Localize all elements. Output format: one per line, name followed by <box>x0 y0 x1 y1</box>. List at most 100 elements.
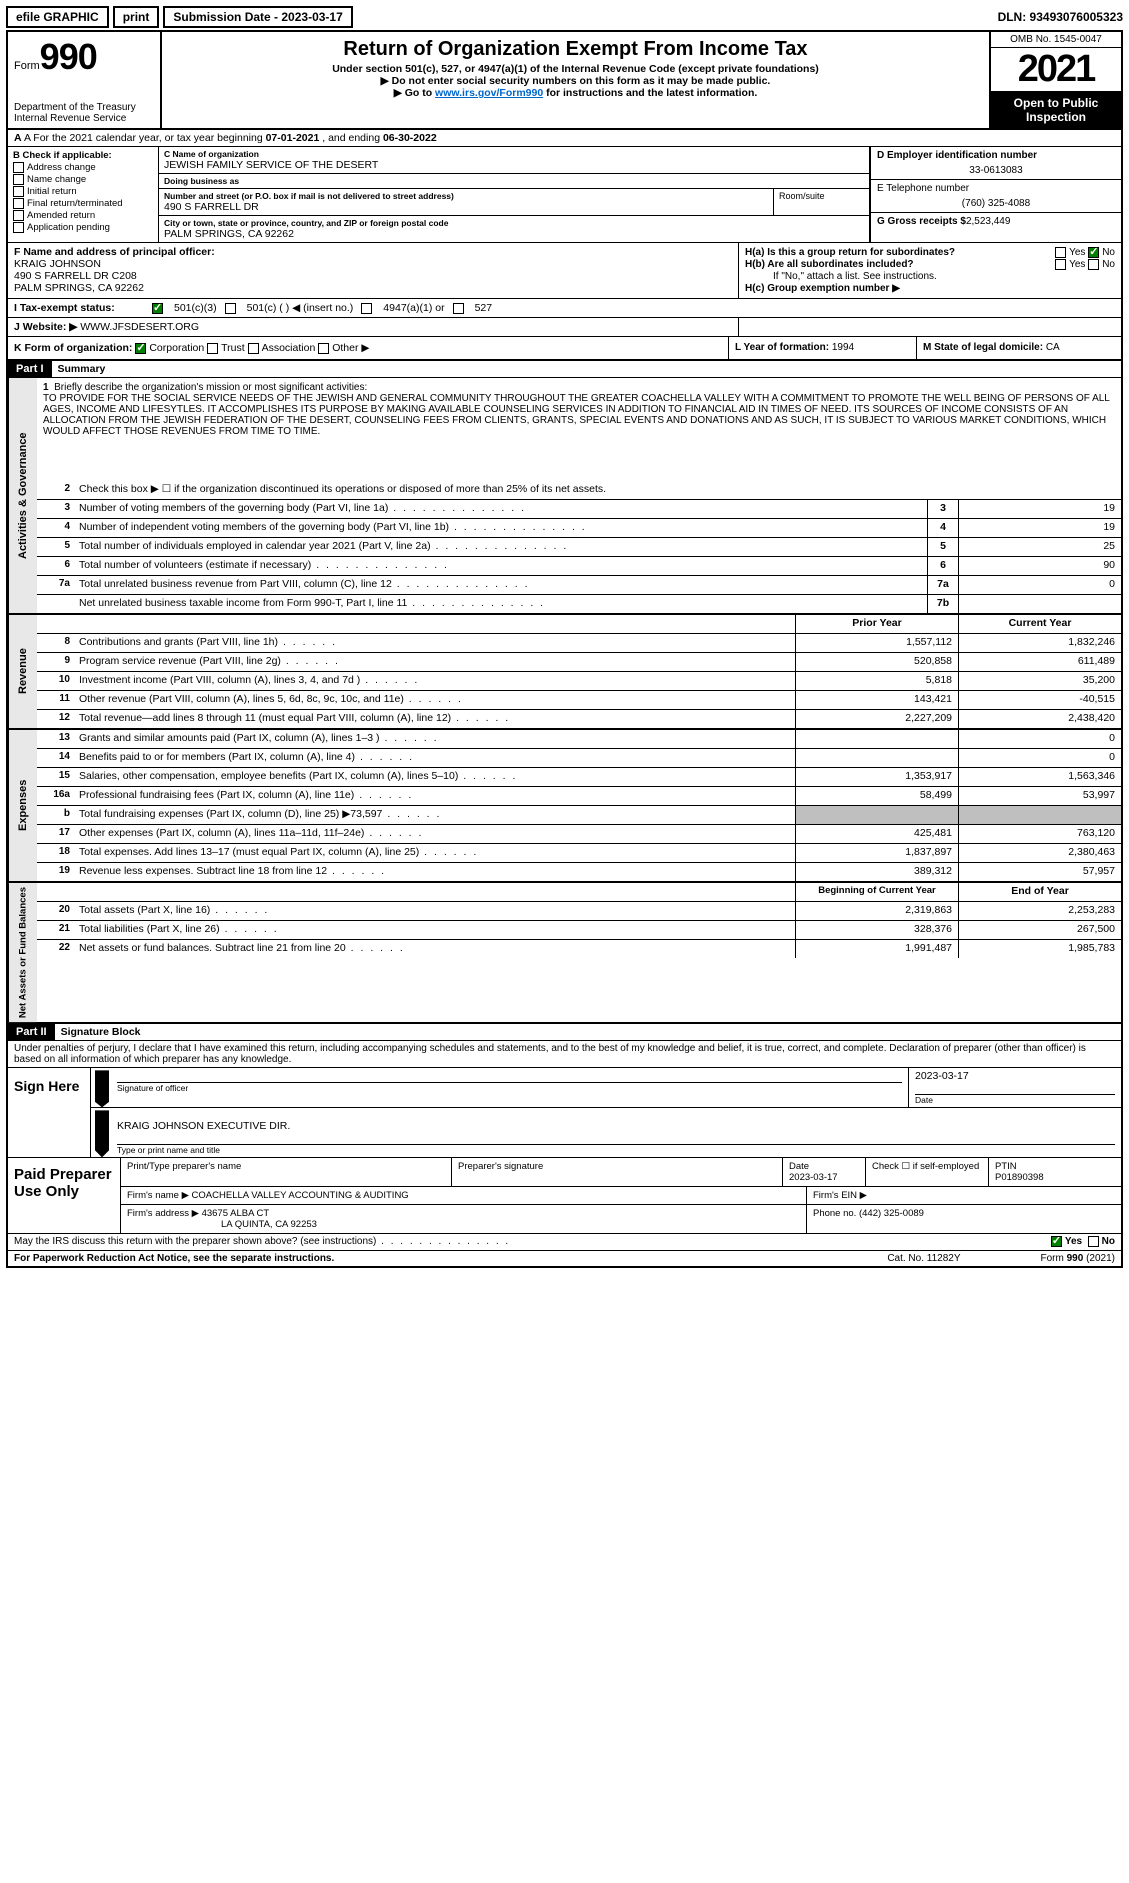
prior-val: 520,858 <box>795 653 958 671</box>
part1-title: Summary <box>52 361 112 377</box>
prep-sig-label: Preparer's signature <box>458 1161 543 1172</box>
officer-addr1: 490 S FARRELL DR C208 <box>14 270 137 282</box>
curr-val: 35,200 <box>958 672 1121 690</box>
k-label: K Form of organization: <box>14 342 132 354</box>
curr-val: 2,253,283 <box>958 902 1121 920</box>
discuss-yes[interactable] <box>1051 1236 1062 1247</box>
f-label: F Name and address of principal officer: <box>14 246 215 258</box>
j-label: J Website: ▶ <box>14 321 77 333</box>
k-corp[interactable] <box>135 343 146 354</box>
prior-val <box>795 749 958 767</box>
checkbox-amended[interactable] <box>13 210 24 221</box>
k-other[interactable] <box>318 343 329 354</box>
firm-addr-label: Firm's address ▶ <box>127 1208 199 1219</box>
line-desc: Total number of volunteers (estimate if … <box>75 557 927 575</box>
checkbox-address-change[interactable] <box>13 162 24 173</box>
prior-val: 328,376 <box>795 921 958 939</box>
curr-val: 0 <box>958 749 1121 767</box>
curr-val: 1,985,783 <box>958 940 1121 958</box>
dln: DLN: 93493076005323 <box>998 10 1123 24</box>
hb-no[interactable] <box>1088 259 1099 270</box>
i-4947[interactable] <box>361 303 372 314</box>
part1-hdr: Part I <box>8 361 52 377</box>
firm-name-label: Firm's name ▶ <box>127 1190 189 1201</box>
firm-phone-label: Phone no. <box>813 1208 856 1219</box>
omb-number: OMB No. 1545-0047 <box>991 32 1121 48</box>
paid-preparer-label: Paid Preparer Use Only <box>8 1158 120 1233</box>
name-title-label: Type or print name and title <box>117 1144 1115 1155</box>
firm-addr2: LA QUINTA, CA 92253 <box>127 1219 317 1230</box>
col-eoy: End of Year <box>958 883 1121 901</box>
curr-val: 2,380,463 <box>958 844 1121 862</box>
hc-label: H(c) Group exemption number ▶ <box>745 283 900 294</box>
firm-addr1: 43675 ALBA CT <box>202 1208 270 1219</box>
checkbox-initial-return[interactable] <box>13 186 24 197</box>
firm-name: COACHELLA VALLEY ACCOUNTING & AUDITING <box>192 1190 409 1201</box>
tax-year: 2021 <box>991 48 1121 92</box>
line-desc: Total liabilities (Part X, line 26) <box>75 921 795 939</box>
row-a-tax-year: A A For the 2021 calendar year, or tax y… <box>8 130 1121 147</box>
col-b-checkboxes: B Check if applicable: Address change Na… <box>8 147 159 242</box>
curr-val: -40,515 <box>958 691 1121 709</box>
line-desc: Number of voting members of the governin… <box>75 500 927 518</box>
dept-treasury: Department of the Treasury <box>14 102 154 113</box>
i-527[interactable] <box>453 303 464 314</box>
year-formation: 1994 <box>832 342 854 353</box>
line-desc: Total revenue—add lines 8 through 11 (mu… <box>75 710 795 728</box>
checkbox-name-change[interactable] <box>13 174 24 185</box>
dba-label: Doing business as <box>164 176 864 186</box>
prep-date: 2023-03-17 <box>789 1172 838 1183</box>
prior-val: 425,481 <box>795 825 958 843</box>
irs-link[interactable]: www.irs.gov/Form990 <box>435 87 543 99</box>
self-employed-check[interactable]: Check ☐ if self-employed <box>866 1158 989 1186</box>
line-val: 19 <box>958 500 1121 518</box>
prior-val: 5,818 <box>795 672 958 690</box>
ha-no[interactable] <box>1088 247 1099 258</box>
discuss-no[interactable] <box>1088 1236 1099 1247</box>
line-val: 0 <box>958 576 1121 594</box>
city-label: City or town, state or province, country… <box>164 218 864 228</box>
ptin-value: P01890398 <box>995 1172 1044 1183</box>
i-label: I Tax-exempt status: <box>14 302 144 314</box>
part2-title: Signature Block <box>55 1024 147 1040</box>
org-name: JEWISH FAMILY SERVICE OF THE DESERT <box>164 159 864 171</box>
curr-val: 57,957 <box>958 863 1121 881</box>
line-desc: Contributions and grants (Part VIII, lin… <box>75 634 795 652</box>
arrow-icon <box>95 1070 109 1107</box>
officer-printed-name: KRAIG JOHNSON EXECUTIVE DIR. <box>117 1120 1115 1132</box>
discuss-question: May the IRS discuss this return with the… <box>14 1236 510 1247</box>
line-desc: Professional fundraising fees (Part IX, … <box>75 787 795 805</box>
i-501c[interactable] <box>225 303 236 314</box>
curr-val: 1,563,346 <box>958 768 1121 786</box>
curr-val: 611,489 <box>958 653 1121 671</box>
city-state-zip: PALM SPRINGS, CA 92262 <box>164 228 864 240</box>
sig-date: 2023-03-17 <box>915 1070 1115 1082</box>
k-trust[interactable] <box>207 343 218 354</box>
ha-yes[interactable] <box>1055 247 1066 258</box>
curr-val: 0 <box>958 730 1121 748</box>
line-box: 7a <box>927 576 958 594</box>
form-label: Form <box>14 60 40 72</box>
line-desc: Salaries, other compensation, employee b… <box>75 768 795 786</box>
line-desc: Total unrelated business revenue from Pa… <box>75 576 927 594</box>
cat-no: Cat. No. 11282Y <box>887 1253 960 1264</box>
print-button[interactable]: print <box>113 6 160 28</box>
k-assoc[interactable] <box>248 343 259 354</box>
prior-val <box>795 730 958 748</box>
checkbox-application-pending[interactable] <box>13 222 24 233</box>
checkbox-final-return[interactable] <box>13 198 24 209</box>
subtitle-3: ▶ Go to www.irs.gov/Form990 for instruct… <box>170 87 981 99</box>
vtab-net: Net Assets or Fund Balances <box>8 883 37 1022</box>
line-desc: Program service revenue (Part VIII, line… <box>75 653 795 671</box>
col-prior: Prior Year <box>795 615 958 633</box>
i-501c3[interactable] <box>152 303 163 314</box>
hb-yes[interactable] <box>1055 259 1066 270</box>
prep-date-label: Date <box>789 1161 809 1172</box>
line-desc: Net unrelated business taxable income fr… <box>75 595 927 613</box>
hb-note: If "No," attach a list. See instructions… <box>745 271 1115 282</box>
prior-val: 1,991,487 <box>795 940 958 958</box>
line-desc: Number of independent voting members of … <box>75 519 927 537</box>
officer-name: KRAIG JOHNSON <box>14 258 101 270</box>
line-desc: Revenue less expenses. Subtract line 18 … <box>75 863 795 881</box>
irs-label: Internal Revenue Service <box>14 113 154 124</box>
